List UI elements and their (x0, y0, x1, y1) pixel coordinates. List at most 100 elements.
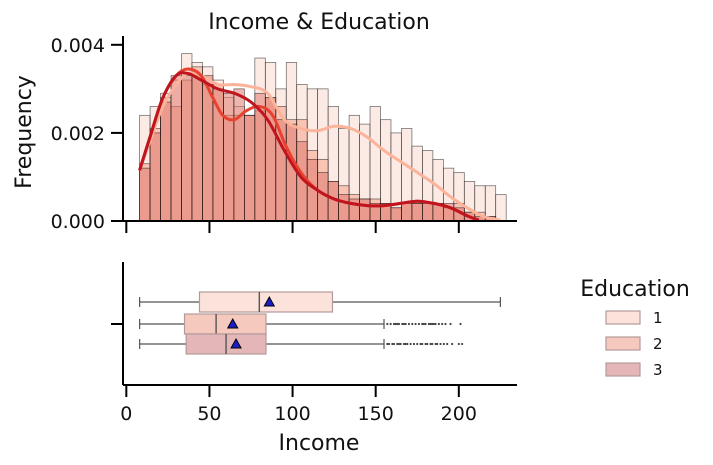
box-outlier-3 (446, 342, 449, 346)
box-mean-marker-3 (230, 337, 242, 349)
x-axis-label: Income (279, 431, 360, 456)
legend-swatch-3 (605, 362, 641, 377)
box-outlier-2 (427, 322, 430, 326)
legend-label-1: 1 (653, 309, 663, 327)
hist-bar-3 (285, 123, 298, 222)
boxplot-panel: 0 50 100 150 200 Income (111, 262, 517, 456)
box-iqr-2 (183, 313, 267, 335)
box-outlier-2 (437, 322, 440, 326)
boxplot-boxes (139, 291, 501, 355)
hist-bar-3 (191, 75, 203, 222)
x-tick-label: 200 (441, 403, 477, 425)
x-tick-label: 0 (120, 403, 132, 425)
kde-curves (138, 67, 501, 222)
box-outlier-3 (391, 342, 394, 346)
box-mean-marker-2 (226, 317, 239, 329)
box-outlier-3 (387, 342, 391, 346)
box-outlier-2 (407, 322, 411, 326)
hist-x-ticks (125, 221, 460, 233)
legend-swatch-2 (605, 336, 641, 351)
kde-curve-3 (138, 71, 480, 222)
hist-bar-3 (390, 207, 402, 222)
box-outlier-2 (434, 322, 437, 326)
box-outlier-3 (406, 342, 409, 346)
legend-title: Education (580, 277, 690, 302)
box-outlier-3 (392, 342, 396, 346)
box-outlier-3 (461, 342, 464, 346)
box-outlier-3 (424, 342, 427, 346)
box-outlier-2 (397, 322, 401, 326)
x-tick-label: 50 (197, 403, 221, 425)
box-outlier-3 (404, 342, 407, 346)
box-outlier-3 (442, 342, 445, 346)
box-outlier-2 (431, 322, 434, 326)
box-outlier-2 (414, 322, 417, 326)
chart-title: Income & Education (208, 10, 430, 35)
box-outlier-3 (421, 342, 424, 346)
hist-y-tick-label: 0.004 (51, 35, 105, 57)
box-outlier-2 (389, 322, 392, 326)
legend-label-2: 2 (653, 335, 663, 353)
hist-bar-3 (139, 167, 151, 222)
box-outlier-2 (449, 322, 452, 326)
box-outlier-3 (457, 342, 460, 346)
box-outlier-2 (441, 322, 444, 326)
box-outlier-3 (396, 342, 399, 346)
hist-bar-3 (422, 203, 434, 222)
box-outlier-3 (439, 342, 442, 346)
box-outlier-3 (429, 342, 432, 346)
box-outlier-2 (402, 322, 406, 326)
hist-bar-3 (181, 75, 193, 222)
box-outlier-2 (421, 322, 424, 326)
box-outlier-2 (459, 322, 462, 326)
box-outlier-2 (444, 322, 447, 326)
box-outlier-3 (397, 342, 401, 346)
hist-bar-1 (495, 194, 507, 222)
box-outlier-2 (411, 322, 414, 326)
box-outlier-3 (434, 342, 437, 346)
histogram-bars (139, 53, 507, 222)
box-outlier-2 (392, 322, 396, 326)
legend: Education 1 2 3 (580, 277, 690, 379)
hist-y-tick-label: 0.000 (51, 211, 105, 233)
box-outlier-3 (412, 342, 416, 346)
box-outlier-3 (436, 342, 439, 346)
legend-swatch-1 (605, 310, 641, 325)
hist-y-ticks: 0.000 0.002 0.004 (51, 35, 123, 233)
hist-bar-3 (233, 88, 245, 222)
box-outlier-3 (416, 342, 419, 346)
box-outlier-2 (404, 322, 407, 326)
box-outlier-3 (386, 342, 389, 346)
x-tick-label: 150 (358, 403, 394, 425)
box-outlier-3 (431, 342, 434, 346)
box-outlier-2 (417, 322, 421, 326)
hist-bar-3 (170, 75, 182, 222)
x-tick-label: 100 (274, 403, 310, 425)
hist-bar-3 (411, 203, 423, 222)
box-outlier-2 (396, 322, 399, 326)
hist-bar-3 (149, 132, 161, 222)
box-outlier-2 (401, 322, 404, 326)
box-outlier-3 (426, 342, 429, 346)
hist-bar-3 (160, 101, 172, 222)
box-mean-marker-1 (263, 295, 276, 307)
hist-bar-3 (401, 203, 413, 222)
legend-items: 1 2 3 (605, 309, 663, 379)
box-outlier-2 (432, 322, 435, 326)
y-axis-label: Frequency (12, 75, 37, 189)
box-outlier-3 (451, 342, 454, 346)
box-outlier-3 (399, 342, 402, 346)
hist-bar-3 (338, 194, 350, 222)
hist-bar-3 (359, 198, 371, 222)
box-outlier-3 (419, 342, 422, 346)
hist-bar-3 (223, 92, 235, 222)
box-outlier-3 (402, 342, 406, 346)
hist-bar-1 (484, 185, 497, 222)
hist-y-tick-label: 0.002 (51, 123, 105, 145)
box-outlier-3 (409, 342, 412, 346)
box-outlier-2 (422, 322, 426, 326)
box-outlier-2 (429, 322, 432, 326)
histogram-panel: Income & Education Frequency 0.0000.0020… (12, 10, 517, 233)
